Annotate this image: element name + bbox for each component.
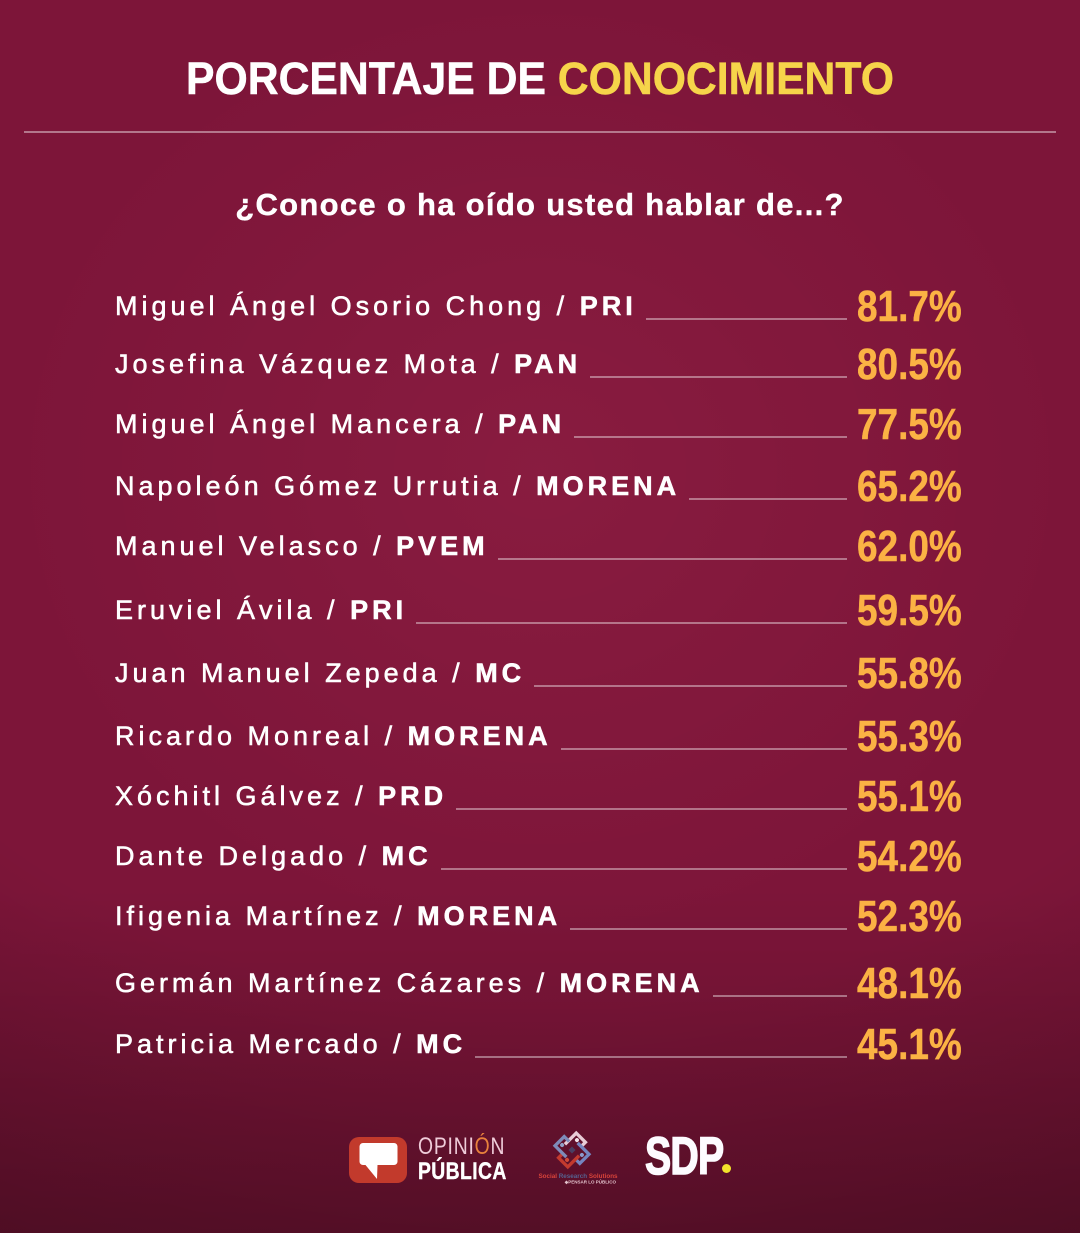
- svg-text:Social Research Solutions: Social Research Solutions: [538, 1173, 618, 1180]
- svg-text:◆PENSAR LO PÚBLICO: ◆PENSAR LO PÚBLICO: [564, 1179, 617, 1185]
